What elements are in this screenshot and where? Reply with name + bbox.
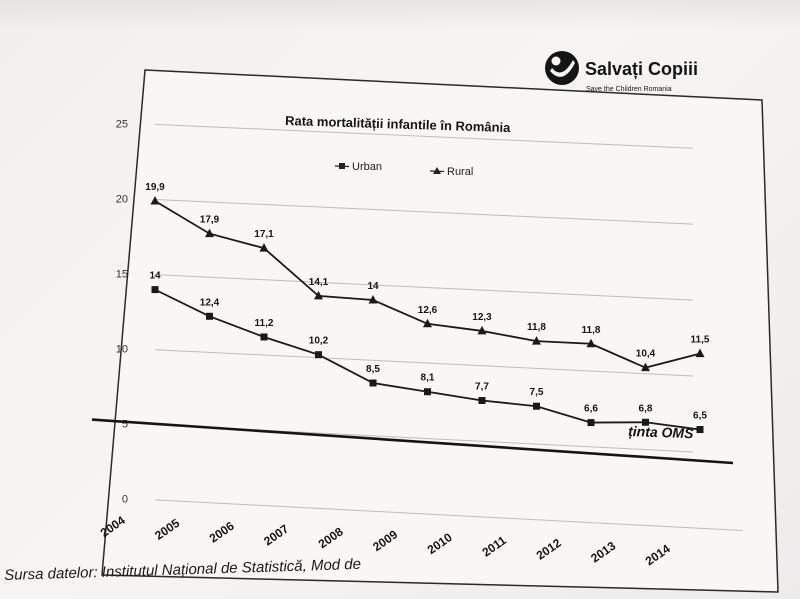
data-label: 8,5 (366, 364, 380, 375)
data-point (315, 351, 322, 359)
data-label: 12,6 (418, 305, 438, 316)
target-line (91, 418, 734, 465)
legend-label: Rural (447, 166, 473, 178)
chart-title: Rata mortalității infantile în România (285, 113, 511, 135)
data-point (206, 312, 213, 320)
data-label: 8,1 (421, 373, 435, 384)
logo: Salvați Copiii Save the Children Romania (545, 51, 698, 93)
data-point (150, 196, 160, 205)
legend-marker (339, 163, 345, 169)
gridline (154, 499, 744, 532)
data-point (695, 348, 705, 358)
y-tick-label: 20 (116, 193, 128, 205)
data-point (641, 362, 650, 372)
target-line-label: ținta OMS (628, 423, 695, 441)
target-line-group: ținta OMS (91, 418, 734, 465)
series-group: 14 12,4 11,2 10,2 8,5 8,1 7,7 7,5 6,6 6,8 6,5 19,9 1… (145, 182, 710, 434)
data-label: 7,5 (530, 387, 544, 398)
data-point (642, 418, 649, 426)
gridlines (154, 123, 744, 532)
data-point (478, 396, 486, 404)
legend-label: Urban (352, 161, 382, 173)
data-point (205, 228, 214, 238)
logo-tagline: Save the Children Romania (586, 86, 672, 93)
y-axis: 0 5 10 15 20 25 (116, 118, 128, 505)
data-point (260, 333, 268, 341)
data-label: 14 (367, 281, 379, 292)
data-label: 17,1 (254, 229, 274, 240)
data-label: 6,5 (693, 411, 707, 422)
data-point (586, 338, 596, 348)
data-label: 6,8 (639, 403, 653, 414)
y-tick-label: 5 (122, 419, 128, 431)
data-point (532, 336, 541, 345)
data-label: 11,2 (255, 318, 274, 329)
data-point (477, 325, 487, 335)
data-point (533, 402, 540, 410)
legend-marker (433, 167, 441, 174)
gridline (154, 349, 694, 377)
logo-icon (545, 51, 579, 85)
data-label: 11,5 (691, 335, 710, 346)
y-tick-label: 10 (116, 343, 128, 355)
data-point (314, 290, 323, 300)
y-tick-label: 25 (116, 118, 128, 130)
data-point (423, 318, 432, 328)
y-tick-label: 15 (116, 268, 128, 280)
data-label: 7,7 (475, 381, 489, 392)
data-point (587, 419, 595, 427)
data-label: 17,9 (200, 215, 220, 226)
data-point (259, 243, 269, 252)
data-label: 11,8 (582, 325, 601, 336)
gridline (154, 199, 694, 225)
data-label: 10,2 (309, 336, 329, 347)
y-tick-label: 0 (122, 494, 128, 506)
data-label: 10,4 (636, 349, 656, 360)
data-point (369, 379, 377, 387)
data-point (151, 286, 159, 294)
page-shadow (0, 0, 800, 30)
data-label: 11,8 (527, 322, 546, 333)
data-label: 19,9 (145, 182, 165, 193)
data-point (696, 426, 704, 434)
chart-frame (101, 69, 779, 593)
gridline (154, 123, 694, 149)
gridline (154, 274, 694, 301)
legend: Urban Rural (334, 161, 473, 178)
data-point (424, 388, 431, 396)
data-label: 12,4 (200, 297, 220, 308)
data-label: 12,3 (472, 312, 492, 323)
data-label: 14 (149, 271, 161, 282)
logo-name: Salvați Copiii (585, 59, 698, 79)
data-label: 14,1 (309, 277, 329, 288)
data-point (368, 295, 378, 304)
data-label: 6,6 (584, 404, 598, 415)
